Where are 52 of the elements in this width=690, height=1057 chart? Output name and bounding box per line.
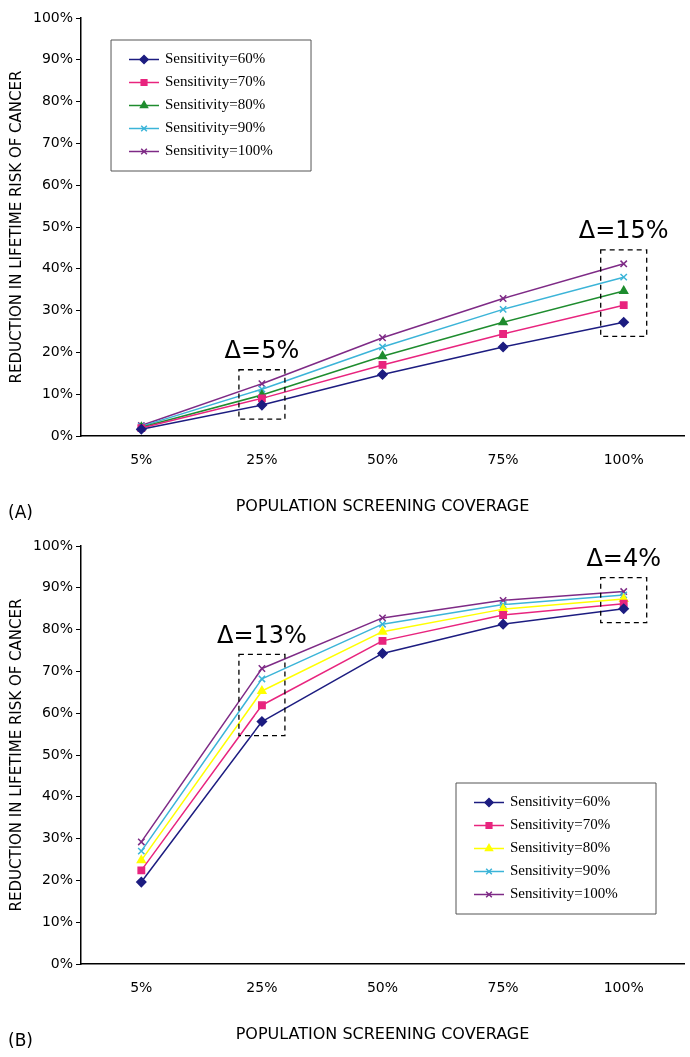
y-tick-label: 30% [41,829,74,846]
annotation: Δ=15% [578,216,669,245]
y-tick-label: 50% [41,217,74,234]
x-axis-title: POPULATION SCREENING COVERAGE [235,495,530,515]
y-axis-title: REDUCTION IN LIFETIME RISK OF CANCER [6,70,25,384]
x-tick-label: 100% [603,979,644,996]
legend-label: Sensitivity=90% [165,119,266,136]
y-tick-label: 70% [41,662,74,679]
legend-label: Sensitivity=100% [510,885,618,902]
y-tick-label: 60% [41,703,74,720]
legend-label: Sensitivity=60% [165,50,266,67]
y-tick-label: 40% [41,259,74,276]
x-tick-label: 5% [130,979,153,996]
annotation: Δ=5% [224,335,300,364]
x-tick-label: 50% [366,451,399,468]
y-tick-label: 30% [41,301,74,318]
legend-label: Sensitivity=60% [510,793,611,810]
y-tick-label: 20% [41,343,74,360]
y-axis-title: REDUCTION IN LIFETIME RISK OF CANCER [6,598,25,912]
y-tick-label: 20% [41,871,74,888]
y-tick-label: 90% [41,50,74,67]
x-tick-label: 25% [246,979,278,996]
legend-label: Sensitivity=100% [165,142,273,159]
y-tick-label: 0% [50,426,74,443]
annotation: Δ=4% [586,543,662,572]
legend-label: Sensitivity=70% [510,816,611,833]
legend-label: Sensitivity=90% [510,862,611,879]
text: (A) [8,501,33,522]
x-tick-label: 5% [130,451,153,468]
legend-label: Sensitivity=80% [510,839,611,856]
y-tick-label: 50% [41,745,74,762]
y-tick-label: 90% [41,578,74,595]
y-tick-label: 80% [41,620,74,637]
y-tick-label: 40% [41,787,74,804]
legend-label: Sensitivity=70% [165,73,266,90]
y-tick-label: 80% [41,92,74,109]
annotation: Δ=13% [216,620,307,649]
y-tick-label: 60% [41,175,74,192]
x-tick-label: 50% [366,979,399,996]
legend-label: Sensitivity=80% [165,96,266,113]
y-tick-label: 10% [41,912,74,929]
y-tick-label: 0% [50,954,74,971]
y-tick-label: 70% [41,134,74,151]
x-tick-label: 25% [246,451,278,468]
x-tick-label: 100% [603,451,644,468]
x-tick-label: 75% [487,979,519,996]
x-axis-title: POPULATION SCREENING COVERAGE [235,1023,530,1043]
y-tick-label: 100% [32,8,74,25]
y-tick-label: 100% [32,536,74,553]
text: (B) [8,1029,33,1050]
x-tick-label: 75% [487,451,519,468]
y-tick-label: 10% [41,384,74,401]
